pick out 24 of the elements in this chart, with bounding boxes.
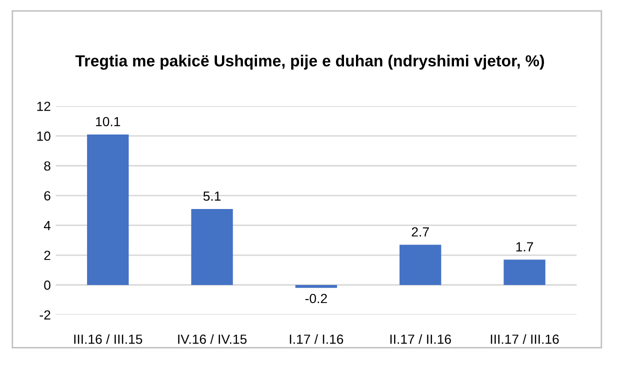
data-label: 1.7 xyxy=(516,242,534,252)
data-label: 5.1 xyxy=(203,192,221,201)
x-tick-label: IV.16 / IV.15 xyxy=(178,334,247,344)
x-tick-label: I.17 / I.16 xyxy=(290,334,344,344)
chart-title: Tregtia me pakicë Ushqime, pije e duhan (ndryshimi vjetor, %) xyxy=(75,54,544,70)
bar xyxy=(295,284,338,288)
y-tick-label: 12 xyxy=(37,102,50,111)
data-label: 2.7 xyxy=(412,227,429,236)
x-tick-label: II.17 / II.16 xyxy=(390,334,451,344)
y-tick-label: 2 xyxy=(44,250,50,260)
data-label: -0.2 xyxy=(305,294,327,304)
data-label: 10.1 xyxy=(96,116,120,126)
x-tick-label: III.17 / III.16 xyxy=(490,334,559,344)
x-tick-label: III.16 / III.15 xyxy=(74,334,142,344)
y-tick-label: 8 xyxy=(44,161,50,171)
y-tick-label: 6 xyxy=(44,191,50,200)
bar xyxy=(191,208,233,285)
y-tick-label: 10 xyxy=(37,132,50,141)
y-tick-label: 0 xyxy=(44,280,50,290)
y-tick-label: -2 xyxy=(40,310,50,320)
y-tick-label: 4 xyxy=(44,221,51,230)
bar xyxy=(87,134,129,285)
bar xyxy=(504,260,546,285)
bar xyxy=(400,244,442,285)
